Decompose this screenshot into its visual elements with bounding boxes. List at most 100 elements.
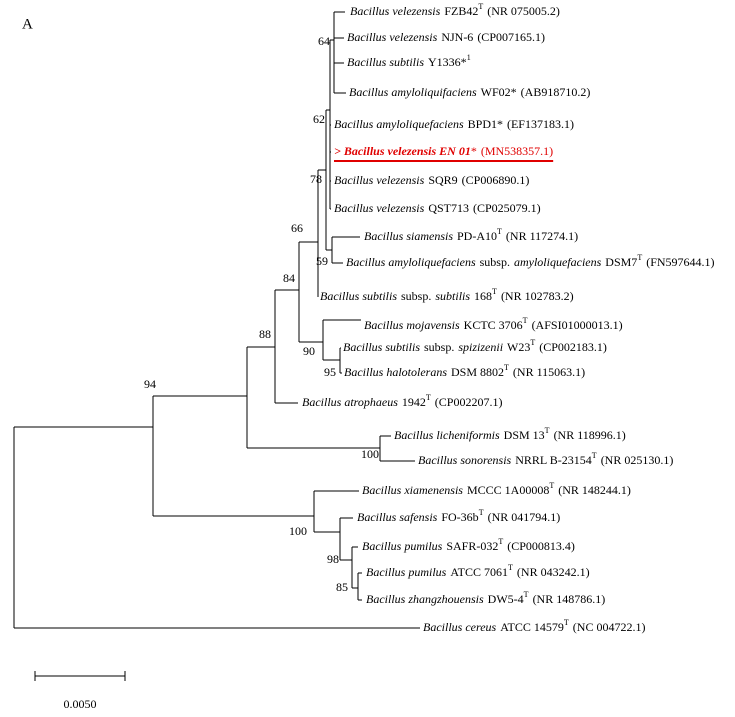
leaf-label-part: * (471, 144, 477, 158)
leaf-label: Bacillus amyloliquefaciens BPD1* (EF137183… (334, 117, 574, 131)
leaf-label: Bacillus sonorensis NRRL B-23154T (NR 0251… (418, 451, 673, 466)
leaf-label-part: > Bacillus velezensis EN 01 (334, 144, 471, 158)
leaf-label-part: (CP007165.1) (477, 30, 545, 44)
bootstrap-value: 94 (144, 377, 156, 391)
leaf-label: Bacillus cereus ATCC 14579T (NC 004722.1) (423, 618, 645, 633)
bootstrap-value: 95 (324, 365, 336, 379)
bootstrap-value: 66 (291, 221, 303, 235)
leaf-label-part: subtilis (435, 289, 470, 303)
leaf-label-part: Y1336* (428, 55, 467, 69)
leaf-label-part: (NR 118996.1) (554, 428, 626, 442)
leaf-label-part: ATCC 14579 (500, 620, 564, 634)
leaf-label-part: KCTC 3706 (464, 318, 523, 332)
leaf-label-part: FZB42 (444, 4, 478, 18)
leaf-label-part: SQR9 (428, 173, 457, 187)
leaf-label-part: (AB918710.2) (521, 85, 591, 99)
leaf-label-part: (NR 115063.1) (513, 365, 585, 379)
tree-branches (13, 11, 420, 629)
bootstrap-value: 64 (318, 34, 330, 48)
leaf-label-part: (NR 075005.2) (487, 4, 560, 18)
leaf-label-part: (NR 041794.1) (488, 510, 561, 524)
leaf-label-part: (CP000813.4) (507, 539, 575, 553)
leaf-label-part: 1942 (402, 395, 426, 409)
leaf-label: Bacillus velezensis NJN-6 (CP007165.1) (347, 30, 545, 44)
leaf-label: Bacillus amyloliquifaciens WF02* (AB918710… (349, 85, 590, 99)
leaf-label-part: NJN-6 (441, 30, 473, 44)
leaf-label-part: Bacillus siamensis (364, 229, 453, 243)
leaf-label-part: Bacillus xiamenensis (362, 483, 463, 497)
leaf-label: Bacillus pumilus SAFR-032T (CP000813.4) (362, 537, 575, 552)
leaf-label: Bacillus atrophaeus 1942T (CP002207.1) (302, 393, 502, 408)
leaf-label-part: T (497, 227, 502, 236)
leaf-label: Bacillus siamensis PD-A10T (NR 117274.1) (364, 227, 578, 242)
leaf-label: Bacillus subtilis Y1336*1 (347, 53, 471, 68)
leaf-label-part: (CP025079.1) (473, 201, 541, 215)
leaf-label-part: Bacillus subtilis (347, 55, 424, 69)
bootstrap-value: 62 (313, 112, 325, 126)
leaf-label-part: (NR 148786.1) (533, 592, 606, 606)
leaf-label-part: FO-36b (441, 510, 478, 524)
leaf-label-part: spizizenii (458, 340, 503, 354)
leaf-label-part: T (523, 316, 528, 325)
leaf-label-part: BPD1* (468, 117, 503, 131)
leaf-label-part: QST713 (428, 201, 469, 215)
leaf-label-part: subsp. (424, 340, 454, 354)
leaf-label: Bacillus velezensis FZB42T (NR 075005.2) (350, 2, 560, 17)
leaf-label-part: T (478, 2, 483, 11)
leaf-label-part: Bacillus subtilis (343, 340, 420, 354)
leaf-label-part: DSM7 (605, 255, 637, 269)
leaf-label: Bacillus zhangzhouensis DW5-4T (NR 148786.… (366, 590, 605, 605)
leaf-label-part: (CP006890.1) (462, 173, 530, 187)
scale-bar-label: 0.0050 (64, 697, 97, 711)
leaf-label: > Bacillus velezensis EN 01* (MN538357.1) (334, 144, 553, 158)
leaf-label-part: Bacillus amyloliquefaciens (334, 117, 464, 131)
leaf-label-part: 168 (474, 289, 492, 303)
leaf-label-part: Bacillus velezensis (334, 201, 425, 215)
leaf-label-part: T (479, 508, 484, 517)
leaf-label-part: Bacillus velezensis (347, 30, 438, 44)
bootstrap-value: 90 (303, 344, 315, 358)
leaf-label-part: Bacillus atrophaeus (302, 395, 398, 409)
leaf-label: Bacillus velezensis SQR9 (CP006890.1) (334, 173, 529, 187)
leaf-label-part: T (426, 393, 431, 402)
leaf-label-part: MCCC 1A00008 (467, 483, 549, 497)
leaf-label-part: T (637, 253, 642, 262)
leaf-label-part: (NR 102783.2) (501, 289, 574, 303)
leaf-label-part: T (545, 426, 550, 435)
leaf-label: Bacillus mojavensis KCTC 3706T (AFSI010000… (364, 316, 623, 331)
leaf-label-part: Bacillus safensis (357, 510, 438, 524)
leaf-label-part: (AFSI01000013.1) (532, 318, 623, 332)
leaf-label: Bacillus subtilis subsp. spizizenii W23T (CP… (343, 338, 607, 353)
panel-label: A (22, 16, 33, 32)
leaf-label: Bacillus pumilus ATCC 7061T (NR 043242.1) (366, 563, 590, 578)
leaf-label-part: DSM 8802 (451, 365, 504, 379)
leaf-label-part: T (564, 618, 569, 627)
leaf-label-part: PD-A10 (457, 229, 497, 243)
leaf-label-part: WF02* (481, 85, 517, 99)
leaf-label: Bacillus amyloliquefaciens subsp. amyloliq… (346, 253, 715, 268)
leaf-label-part: DSM 13 (504, 428, 545, 442)
leaf-label-part: Bacillus pumilus (366, 565, 447, 579)
leaf-label: Bacillus licheniformis DSM 13T (NR 118996.… (394, 426, 626, 441)
bootstrap-value: 100 (361, 447, 379, 461)
leaf-label-part: T (508, 563, 513, 572)
leaf-label-part: T (592, 451, 597, 460)
leaf-label-part: subsp. (480, 255, 510, 269)
bootstrap-value: 98 (327, 552, 339, 566)
leaf-label-part: Bacillus velezensis (334, 173, 425, 187)
bootstrap-value: 100 (289, 524, 307, 538)
leaf-label-part: subsp. (401, 289, 431, 303)
leaf-label-part: Bacillus halotolerans (344, 365, 447, 379)
leaf-label-part: T (549, 481, 554, 490)
bootstrap-value: 59 (316, 254, 328, 268)
leaf-label-part: (MN538357.1) (481, 144, 553, 158)
leaf-label-part: SAFR-032 (446, 539, 498, 553)
bootstrap-value: 78 (310, 172, 322, 186)
leaf-label-part: T (524, 590, 529, 599)
leaf-label-part: W23 (507, 340, 530, 354)
leaf-label-part: Bacillus cereus (423, 620, 497, 634)
leaf-label-part: (NR 043242.1) (517, 565, 590, 579)
leaf-label-part: (CP002207.1) (435, 395, 503, 409)
leaf-label-part: Bacillus amyloliquifaciens (349, 85, 477, 99)
leaf-label-part: (NR 117274.1) (506, 229, 578, 243)
